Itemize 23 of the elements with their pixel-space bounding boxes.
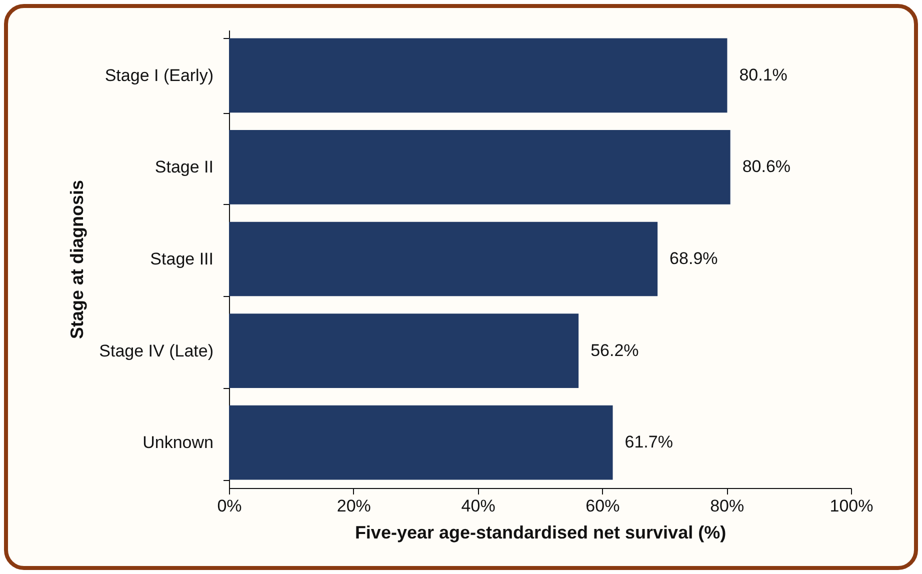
y-tick-label: Unknown: [142, 433, 214, 452]
x-tick-label: 60%: [586, 496, 620, 516]
x-tick-label: 100%: [830, 496, 874, 516]
data-label: 68.9%: [670, 249, 718, 268]
bar: [229, 130, 730, 204]
bar: [229, 222, 658, 296]
x-tick-label: 0%: [217, 496, 242, 516]
data-label: 80.1%: [739, 65, 788, 84]
x-axis-title: Five-year age-standardised net survival (%): [354, 522, 726, 542]
data-label: 80.6%: [742, 157, 791, 176]
data-label: 61.7%: [624, 432, 673, 452]
bar: [229, 405, 613, 480]
y-tick-label: Stage IV (Late): [99, 341, 214, 360]
y-tick-label: Stage I (Early): [104, 66, 214, 85]
x-tick-label: 80%: [710, 496, 744, 516]
x-tick-label: 40%: [461, 496, 496, 516]
bar: [229, 38, 728, 113]
y-tick-label: Stage III: [150, 250, 214, 268]
bar: [229, 314, 579, 388]
data-label: 56.2%: [590, 340, 639, 360]
y-tick-label: Stage II: [154, 158, 214, 177]
y-axis-title: Stage at diagnosis: [67, 180, 88, 340]
x-tick-label: 20%: [336, 496, 371, 516]
